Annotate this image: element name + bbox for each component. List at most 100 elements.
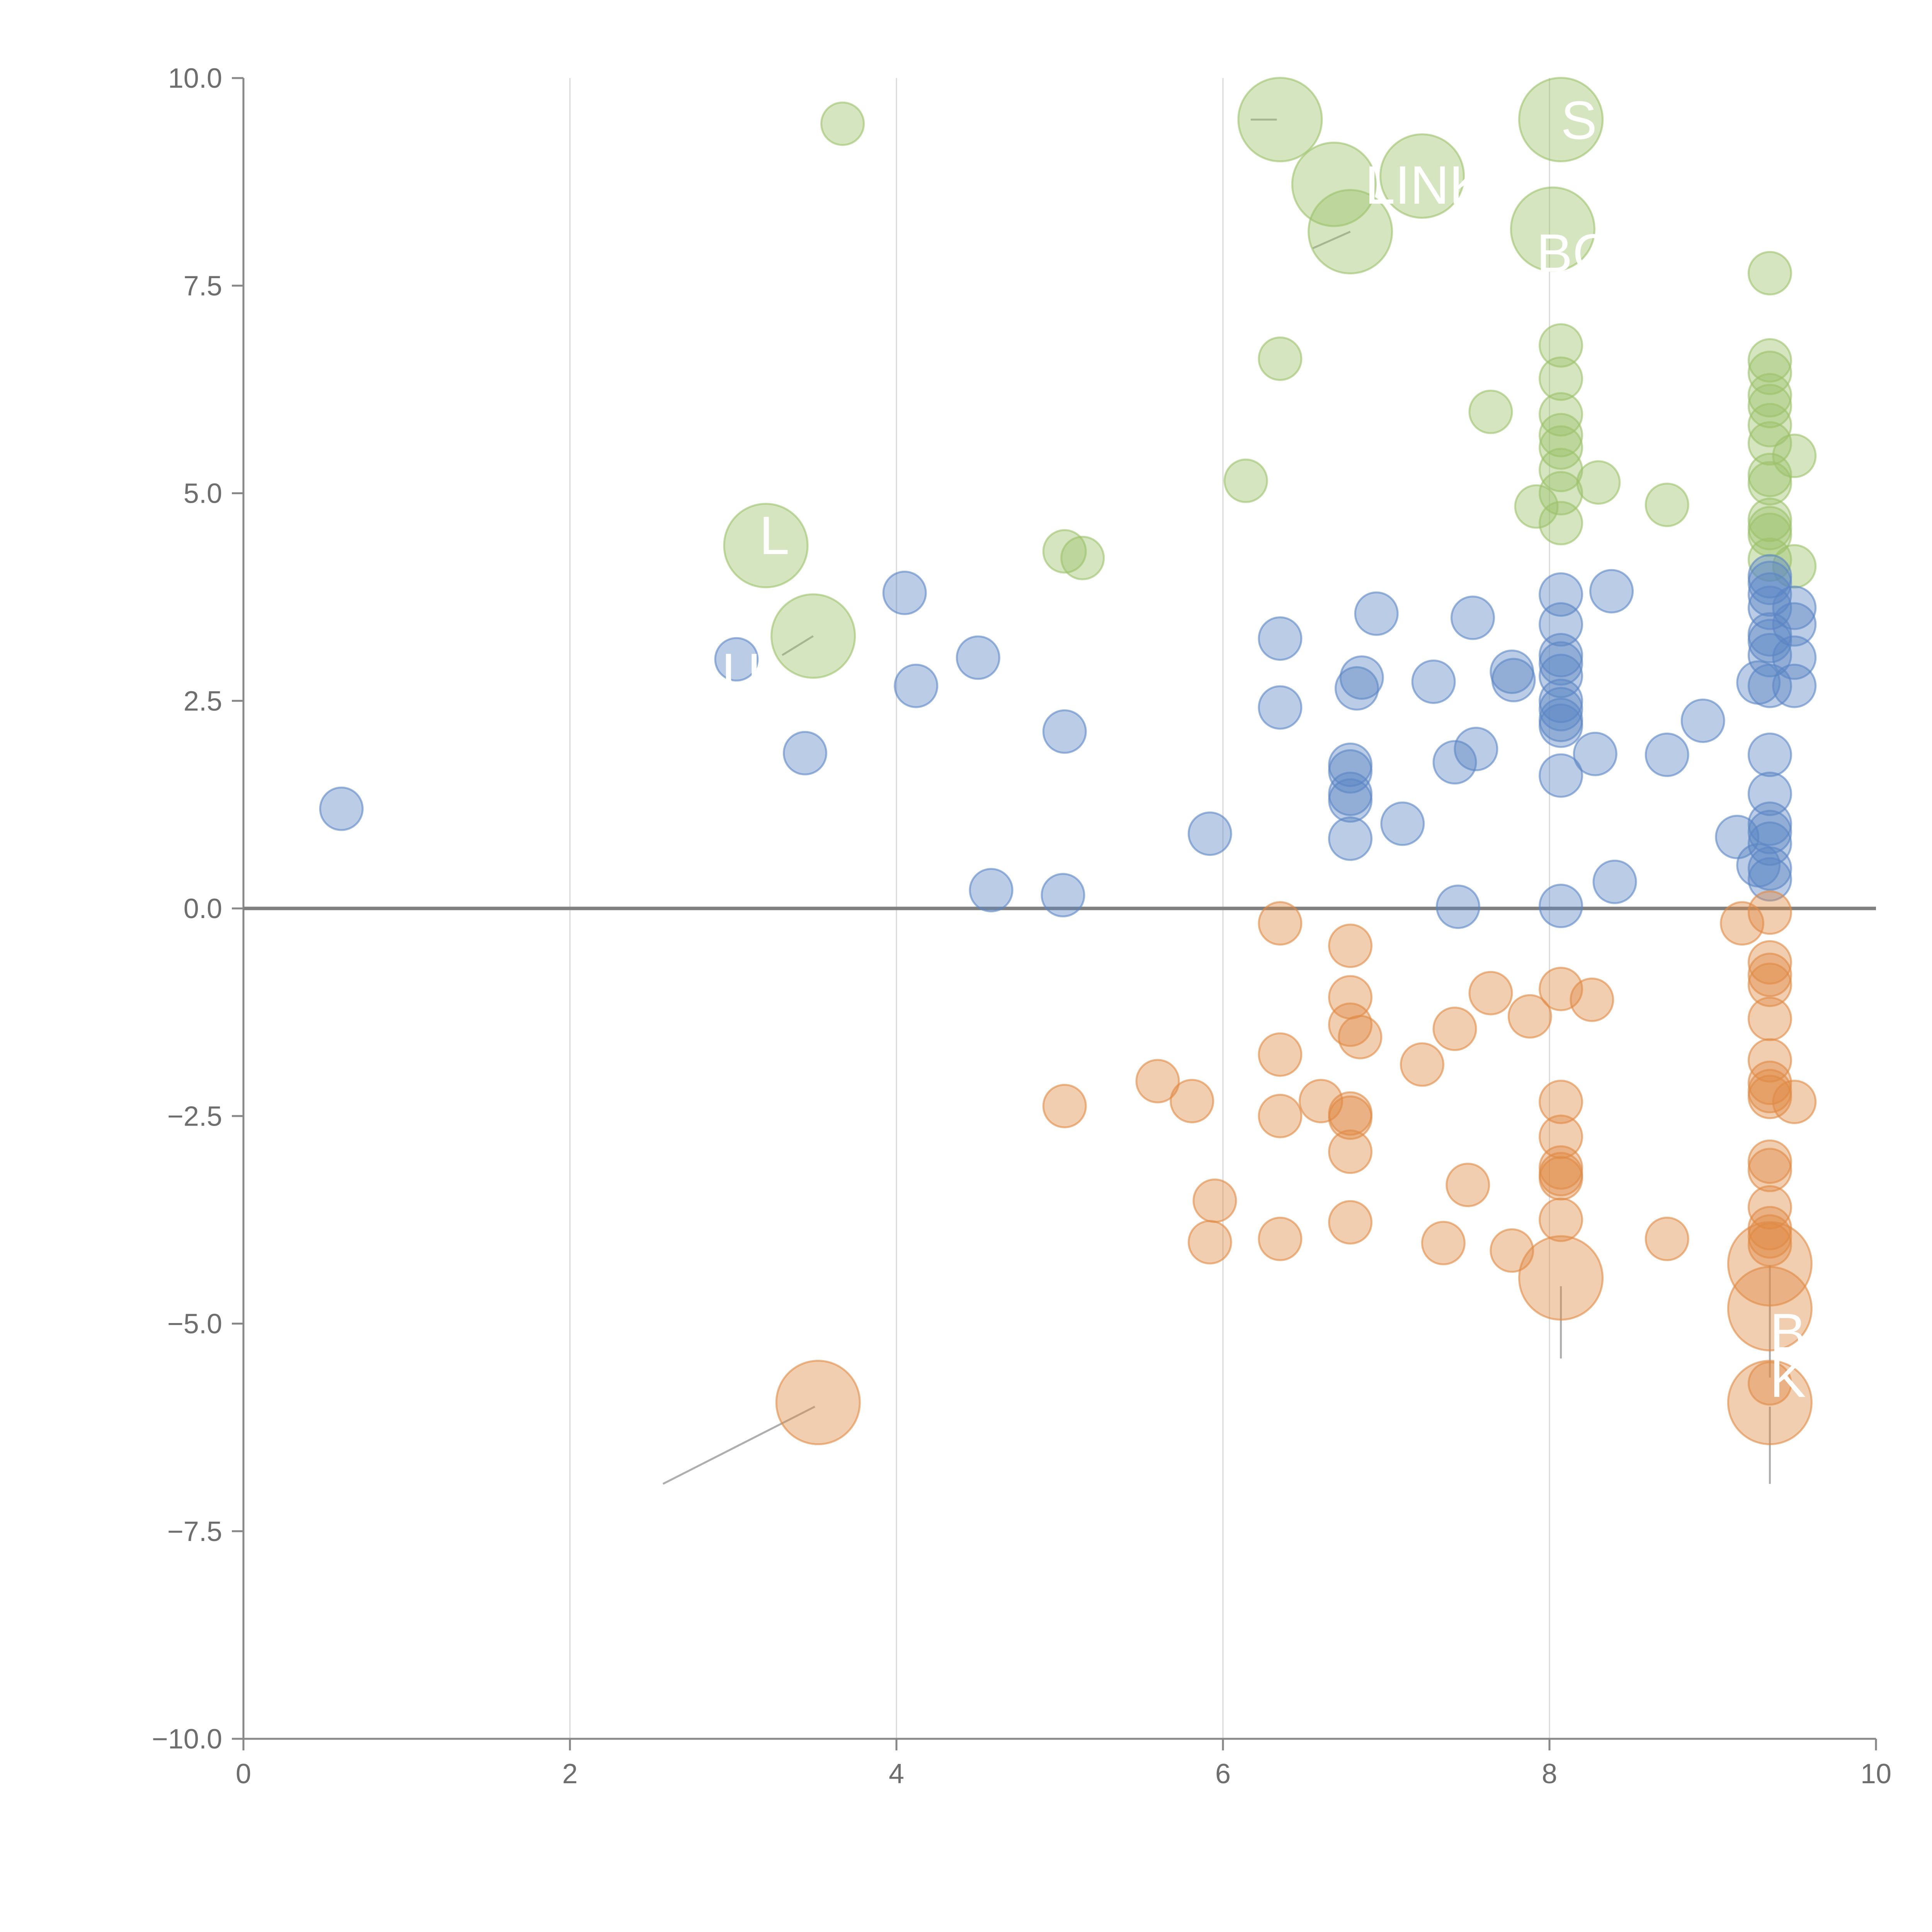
green-point: [1747, 506, 1792, 551]
x-tick-label: 10: [1861, 1759, 1891, 1789]
annotation-label: B: [1770, 1302, 1806, 1363]
blue-point: [1747, 810, 1792, 854]
blue-point: [1747, 633, 1792, 678]
x-tick-label: 8: [1542, 1759, 1557, 1789]
blue-point: [1539, 602, 1583, 647]
green-point: [1772, 434, 1817, 478]
blue-point: [1772, 602, 1817, 647]
orange-point: [1328, 1200, 1373, 1245]
orange-point: [1727, 1360, 1813, 1446]
green-point: [1258, 336, 1303, 381]
orange-point: [1338, 1015, 1383, 1060]
annotation-label: U: [722, 642, 761, 703]
orange-point: [1727, 1266, 1813, 1352]
point-layer: [319, 77, 1817, 1446]
blue-point: [1258, 685, 1303, 730]
orange-point: [1720, 901, 1765, 946]
blue-point: [1432, 740, 1477, 785]
x-tick-label: 2: [562, 1759, 578, 1789]
orange-point: [1772, 1080, 1817, 1124]
annotation-label: S: [1561, 90, 1597, 150]
green-point: [1747, 251, 1792, 296]
orange-point: [1747, 997, 1792, 1041]
blue-point: [1450, 595, 1495, 640]
y-tick-label: −5.0: [167, 1309, 222, 1340]
orange-point: [1258, 901, 1303, 946]
blue-point: [1589, 569, 1634, 614]
blue-point: [1772, 585, 1817, 630]
blue-point: [1539, 687, 1583, 731]
green-point: [1539, 356, 1583, 401]
blue-point: [1645, 732, 1689, 777]
blue-point: [1539, 753, 1583, 798]
blue-point: [782, 731, 827, 776]
orange-point: [1192, 1178, 1237, 1223]
orange-point: [1328, 923, 1373, 968]
orange-point: [775, 1360, 861, 1446]
green-point: [1060, 536, 1105, 580]
orange-point: [1747, 940, 1792, 985]
blue-point: [1354, 591, 1399, 636]
orange-point: [1299, 1079, 1343, 1124]
blue-point: [956, 635, 1000, 680]
y-tick-label: 10.0: [168, 63, 222, 94]
x-tick-label: 4: [889, 1759, 904, 1789]
orange-point: [1328, 1095, 1373, 1140]
blue-point: [1747, 821, 1792, 866]
blue-point: [1454, 726, 1498, 771]
blue-point: [1435, 884, 1480, 929]
green-point: [1747, 403, 1792, 447]
orange-point: [1258, 1032, 1303, 1077]
blue-point: [1042, 709, 1087, 754]
axis-layer: 10.0 7.5 5.0 2.5 0.0 −2.5 −5.0 −7.5 −10.0 0 2 4 6 8 10: [152, 63, 1891, 1789]
green-point: [1539, 413, 1583, 457]
y-tick-label: 5.0: [184, 478, 222, 509]
orange-point: [1727, 1221, 1813, 1307]
orange-point: [1507, 994, 1552, 1039]
blue-point: [1747, 585, 1792, 630]
blue-point: [1747, 846, 1792, 891]
orange-point: [1258, 1216, 1303, 1261]
orange-point: [1432, 1007, 1477, 1051]
blue-point: [1258, 616, 1303, 661]
blue-point: [1747, 663, 1792, 708]
orange-point: [1258, 1094, 1303, 1138]
blue-point: [1680, 698, 1725, 743]
y-tick-label: 0.0: [184, 893, 222, 924]
annotation-label: BC: [1536, 223, 1611, 283]
blue-point: [1539, 884, 1583, 929]
green-point: [1539, 323, 1583, 368]
orange-point: [1747, 963, 1792, 1007]
green-point: [1747, 421, 1792, 466]
green-point: [1510, 186, 1595, 272]
y-tick-label: −10.0: [152, 1724, 222, 1755]
blue-point: [1328, 771, 1373, 816]
annotation-label: L: [759, 505, 789, 566]
blue-point: [1328, 778, 1373, 823]
y-tick-label: 7.5: [184, 270, 222, 301]
blue-point: [1380, 801, 1425, 846]
green-point: [723, 503, 809, 588]
orange-point: [1539, 1080, 1583, 1124]
blue-point: [1747, 732, 1792, 777]
orange-point: [1446, 1163, 1490, 1208]
orange-point: [1170, 1079, 1214, 1124]
green-point: [1237, 77, 1323, 162]
blue-point: [1747, 561, 1792, 605]
annotation-layer: S LINK BC L U BK: [722, 90, 1806, 1408]
orange-point: [1468, 971, 1513, 1015]
orange-point: [1328, 1129, 1373, 1174]
blue-point: [1041, 873, 1085, 918]
leader-layer: [662, 118, 1771, 1485]
blue-point: [1539, 641, 1583, 686]
green-point: [1539, 501, 1583, 546]
green-point: [1747, 350, 1792, 395]
leader-line: [1312, 231, 1351, 249]
orange-point: [1747, 1038, 1792, 1083]
orange-point: [1042, 1083, 1087, 1128]
orange-point: [1747, 1148, 1792, 1192]
green-point: [1308, 189, 1393, 275]
green-point: [1291, 141, 1377, 227]
